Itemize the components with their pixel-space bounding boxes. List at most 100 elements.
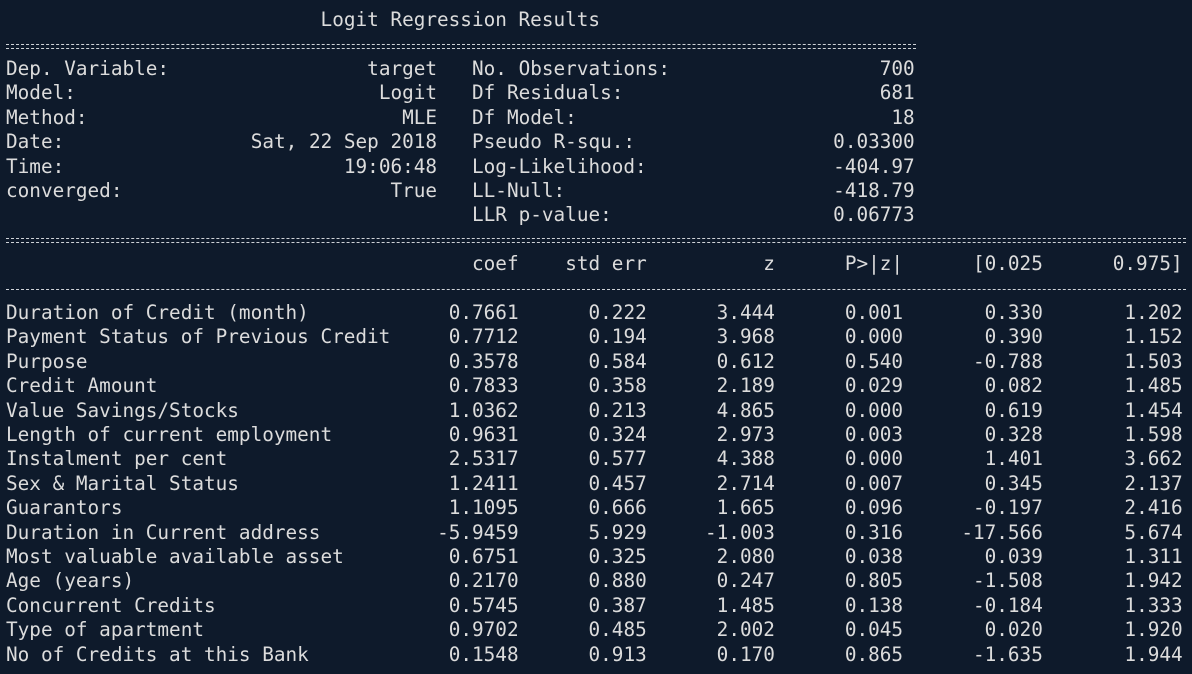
cell: 0.9631 [448,423,519,446]
cell: 2.973 [716,423,775,446]
cell: 2.137 [1124,471,1183,495]
cell: 0.222 [588,301,647,324]
cell: 1.598 [1124,423,1183,446]
info-value: Sat, 22 Sep 2018 [250,130,438,154]
row-name: Sex & Marital Status [6,471,239,495]
cell: 2.5317 [448,447,519,471]
row-name: Concurrent Credits [6,593,216,617]
cell: 0.666 [588,496,647,520]
cell: 3.444 [716,301,775,324]
cell: 0.001 [844,301,904,324]
info-value: 700 [879,57,915,80]
info-value: True [390,179,438,202]
row-name: Most valuable available asset [6,545,344,568]
cell: 0.194 [588,325,647,349]
cell: -17.566 [961,520,1043,544]
cell: 1.454 [1124,398,1183,422]
cell: 1.1095 [448,496,519,520]
cell: 0.007 [844,471,904,495]
cell: 0.540 [844,349,904,373]
cell: 0.324 [588,423,647,446]
cell: 0.138 [844,593,904,617]
column-header: z [763,252,775,275]
cell: 1.920 [1124,618,1183,642]
cell: -0.184 [972,593,1043,617]
cell: 0.020 [984,618,1043,642]
cell: 2.189 [716,374,775,398]
info-label: Df Residuals: [472,81,624,105]
cell: 0.584 [588,349,647,373]
info-value: -404.97 [833,154,915,178]
row-name: Duration in Current address [6,520,321,544]
column-header: std err [565,252,647,275]
cell: 0.485 [588,618,647,642]
info-label: Date: [6,130,65,154]
info-label: LL-Null: [472,179,566,202]
separator [6,44,916,49]
cell: 0.619 [984,398,1043,422]
column-header: 0.975] [1112,252,1183,275]
cell: 0.328 [984,423,1043,446]
cell: 0.039 [984,545,1043,568]
info-label: Pseudo R-squ.: [472,130,636,154]
cell: 0.612 [716,349,775,373]
cell: 0.082 [984,374,1043,398]
separator [6,289,1186,290]
cell: -1.003 [705,520,775,544]
cell: 0.9702 [448,618,519,642]
cell: 1.942 [1124,569,1183,593]
cell: 0.213 [588,398,647,422]
info-value: 681 [879,81,915,105]
info-label: Model: [6,81,76,105]
cell: 0.358 [588,374,647,398]
row-name: Type of apartment [6,618,204,642]
cell: 0.457 [588,471,647,495]
info-value: target [367,57,438,80]
row-name: Duration of Credit (month) [6,301,309,324]
cell: 0.7833 [448,374,519,398]
cell: 0.5745 [448,593,519,617]
cell: 0.000 [844,398,904,422]
cell: 1.202 [1124,301,1183,324]
cell: 0.170 [716,642,775,666]
cell: 0.316 [844,520,904,544]
cell: 0.330 [984,301,1043,324]
cell: 0.865 [844,642,904,666]
info-label: LLR p-value: [472,203,612,227]
info-value: 19:06:48 [343,154,438,178]
cell: -1.635 [972,642,1043,666]
info-value: -418.79 [833,179,915,202]
cell: 1.333 [1124,593,1183,617]
cell: 0.045 [844,618,904,642]
info-label: Method: [6,105,88,129]
column-header: P>|z| [844,252,904,275]
cell: 1.485 [716,593,775,617]
cell: -0.197 [972,496,1043,520]
cell: 4.388 [716,447,775,471]
cell: 0.325 [588,545,647,568]
cell: 3.662 [1124,447,1183,471]
cell: 0.000 [844,325,904,349]
cell: 4.865 [716,398,775,422]
cell: 1.152 [1124,325,1183,349]
cell: 3.968 [716,325,775,349]
title: Logit Regression Results [320,8,601,31]
info-value: 18 [891,105,915,129]
cell: 1.944 [1124,642,1183,666]
info-label: Time: [6,154,65,178]
cell: 1.401 [984,447,1043,471]
info-label: Df Model: [472,105,577,129]
cell: 0.038 [844,545,904,568]
info-label: converged: [6,179,123,202]
cell: 1.503 [1124,349,1183,373]
cell: 0.029 [844,374,904,398]
separator [6,238,1186,243]
cell: -5.9459 [437,520,519,544]
row-name: Guarantors [6,496,123,520]
row-name: Value Savings/Stocks [6,398,239,422]
row-name: No of Credits at this Bank [6,642,309,666]
cell: 0.000 [844,447,904,471]
row-name: Credit Amount [6,374,158,398]
cell: 1.485 [1124,374,1183,398]
